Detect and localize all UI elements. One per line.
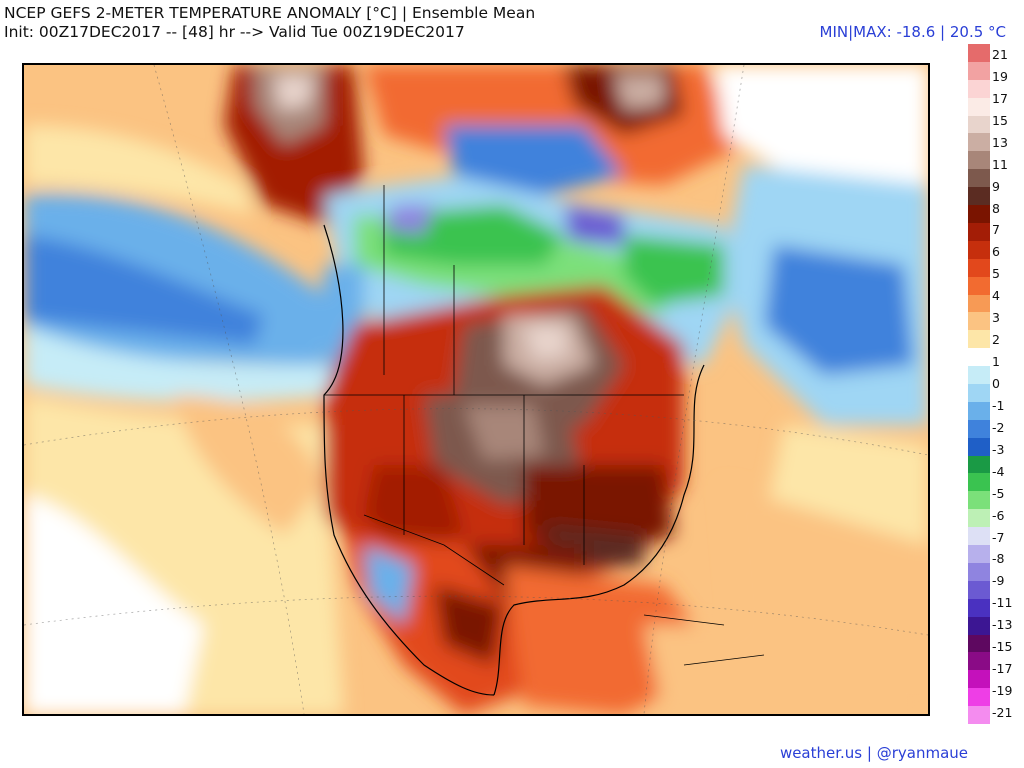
color-scale-label: -8: [992, 551, 1005, 567]
color-scale-label: -4: [992, 463, 1005, 479]
color-scale-label: -5: [992, 485, 1005, 501]
color-scale-label: 4: [992, 288, 1000, 304]
color-scale-label: 1: [992, 354, 1000, 370]
color-swatch: [968, 330, 990, 349]
color-swatch: [968, 115, 990, 134]
color-scale-label: -3: [992, 441, 1005, 457]
anomaly-map: [22, 63, 930, 716]
color-swatch: [968, 348, 990, 367]
coastlines: [323, 185, 765, 696]
color-swatch: [968, 276, 990, 296]
color-scale-label: -13: [992, 617, 1013, 633]
color-swatch: [968, 61, 990, 81]
color-swatch: [968, 616, 990, 636]
color-scale-label: 21: [992, 46, 1008, 62]
color-scale-label: 7: [992, 222, 1000, 238]
color-scale-label: 8: [992, 200, 1000, 216]
color-swatch: [968, 79, 990, 99]
color-swatch: [968, 455, 990, 474]
color-swatch: [968, 366, 990, 385]
graticule: [24, 65, 928, 714]
color-swatch: [968, 97, 990, 117]
color-swatch: [968, 634, 990, 653]
color-swatch: [968, 491, 990, 510]
color-swatch: [968, 312, 990, 331]
color-swatch: [968, 222, 990, 242]
color-scale-label: 13: [992, 134, 1008, 150]
color-swatch: [968, 151, 990, 170]
color-scale-label: -2: [992, 419, 1005, 435]
color-scale-label: 19: [992, 68, 1008, 84]
color-scale-label: 6: [992, 244, 1000, 260]
color-scale-label: 2: [992, 332, 1000, 348]
title-line-2: Init: 00Z17DEC2017 -- [48] hr --> Valid …: [4, 23, 465, 41]
color-scale-label: -17: [992, 661, 1013, 677]
title-line-1: NCEP GEFS 2-METER TEMPERATURE ANOMALY [°…: [4, 4, 536, 22]
color-scale-label: 5: [992, 266, 1000, 282]
color-swatch: [968, 509, 990, 528]
color-swatch: [968, 169, 990, 188]
color-swatch: [968, 187, 990, 206]
color-swatch: [968, 205, 990, 224]
chart-title: NCEP GEFS 2-METER TEMPERATURE ANOMALY [°…: [4, 4, 535, 42]
color-scale-label: -11: [992, 595, 1013, 611]
color-swatch: [968, 419, 990, 439]
color-scale-label: 15: [992, 112, 1008, 128]
color-scale-label: -15: [992, 639, 1013, 655]
color-scale-label: -1: [992, 397, 1005, 413]
color-swatch: [968, 545, 990, 564]
color-swatch: [968, 527, 990, 546]
color-scale-label: 11: [992, 156, 1008, 172]
color-swatch: [968, 401, 990, 421]
color-scale-label: -21: [992, 705, 1013, 721]
anomaly-field: [24, 65, 928, 714]
color-scale-label: -6: [992, 507, 1005, 523]
color-swatch: [968, 670, 990, 689]
color-scale-label: 0: [992, 376, 1000, 391]
color-scale-label: 3: [992, 310, 1000, 326]
color-swatch: [968, 706, 990, 725]
color-swatch: [968, 598, 990, 618]
map-canvas: [24, 65, 928, 714]
color-swatch: [968, 294, 990, 313]
color-swatch: [968, 652, 990, 671]
color-scale-label: -19: [992, 683, 1013, 699]
color-scale-label: -7: [992, 529, 1005, 545]
color-swatch: [968, 258, 990, 278]
color-swatch: [968, 240, 990, 260]
color-scale-label: -9: [992, 573, 1005, 589]
color-scale-label: 9: [992, 178, 1000, 194]
credit-text: weather.us | @ryanmaue: [779, 744, 968, 762]
color-swatch: [968, 44, 990, 63]
color-swatch: [968, 562, 990, 582]
color-swatch: [968, 688, 990, 707]
color-scale-label: 17: [992, 90, 1008, 106]
color-swatch: [968, 437, 990, 457]
color-swatch: [968, 133, 990, 152]
color-swatch: [968, 473, 990, 492]
color-swatch: [968, 384, 990, 403]
color-swatch: [968, 580, 990, 600]
min-max-readout: MIN|MAX: -18.6 | 20.5 °C: [819, 23, 1006, 41]
